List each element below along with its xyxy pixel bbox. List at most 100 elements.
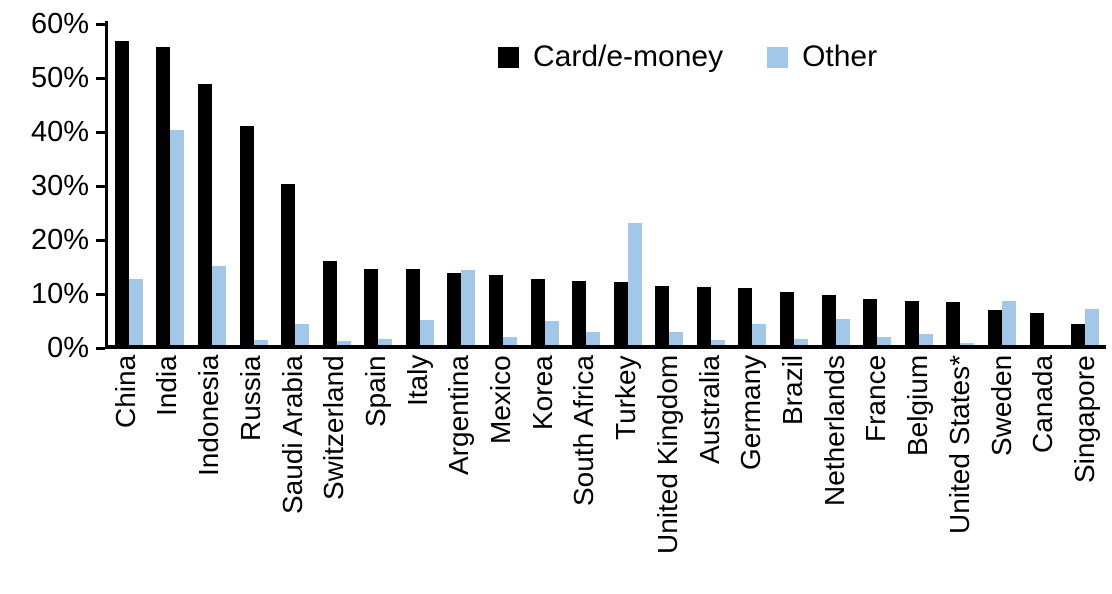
bar-other <box>378 339 393 345</box>
x-label: United Kingdom <box>647 355 689 592</box>
x-label: Belgium <box>897 355 939 592</box>
bar-card-e-money <box>1071 323 1086 345</box>
bar-group <box>191 21 233 345</box>
x-label: Australia <box>689 355 731 592</box>
bar-other <box>419 319 434 345</box>
bar-card-e-money <box>405 269 420 345</box>
bar-group <box>524 21 566 345</box>
x-label: Mexico <box>480 355 522 592</box>
y-tick-mark <box>96 23 105 26</box>
bar-card-e-money <box>322 261 337 345</box>
bar-group <box>399 21 441 345</box>
x-label: Brazil <box>772 355 814 592</box>
bar-group <box>274 21 316 345</box>
y-tick-mark <box>96 239 105 242</box>
bar-other <box>502 337 517 345</box>
x-label-text: Argentina <box>443 355 475 475</box>
y-tick-label: 10% <box>30 278 89 310</box>
bar-group <box>649 21 691 345</box>
bar-group <box>856 21 898 345</box>
bar-card-e-money <box>364 268 379 345</box>
bar-card-e-money <box>114 40 129 345</box>
bar-card-e-money <box>738 287 753 345</box>
bar-card-e-money <box>655 285 670 345</box>
bar-card-e-money <box>488 275 503 345</box>
x-label: Sweden <box>981 355 1023 592</box>
legend-label: Other <box>802 40 878 73</box>
legend-item: Other <box>767 42 877 72</box>
legend: Card/e-money Other <box>498 42 877 72</box>
bar-group <box>565 21 607 345</box>
bar-card-e-money <box>197 84 212 345</box>
bar-other <box>253 339 268 345</box>
x-label-text: Singapore <box>1068 355 1100 483</box>
bar-other <box>877 336 892 345</box>
y-tick-label: 20% <box>30 224 89 256</box>
bar-other <box>918 334 933 345</box>
x-label-text: Italy <box>401 355 433 407</box>
bar-group <box>898 21 940 345</box>
y-tick-mark <box>96 185 105 188</box>
x-label: Netherlands <box>814 355 856 592</box>
x-label: India <box>147 355 189 592</box>
x-label: Italy <box>397 355 439 592</box>
bar-card-e-money <box>572 281 587 345</box>
x-label-text: Sweden <box>985 355 1017 457</box>
plot-area <box>105 21 1106 349</box>
x-label-text: United Kingdom <box>651 355 683 555</box>
bar-card-e-money <box>696 286 711 345</box>
bar-other <box>1001 301 1016 345</box>
bar-other <box>336 340 351 345</box>
bar-other <box>960 343 975 345</box>
bar-group <box>1064 21 1106 345</box>
x-label: Switzerland <box>314 355 356 592</box>
x-label: Saudi Arabia <box>272 355 314 592</box>
bar-other <box>544 320 559 345</box>
bar-other <box>794 338 809 345</box>
bar-group <box>316 21 358 345</box>
x-label-text: Saudi Arabia <box>276 355 308 514</box>
bar-card-e-money <box>904 300 919 345</box>
bar-group <box>690 21 732 345</box>
x-label-text: Spain <box>359 355 391 427</box>
x-label: Russia <box>230 355 272 592</box>
bar-group <box>1023 21 1065 345</box>
x-label-text: Netherlands <box>818 355 850 506</box>
y-tick-mark <box>96 347 105 350</box>
bar-group <box>607 21 649 345</box>
legend-label: Card/e-money <box>533 40 724 73</box>
bar-card-e-money <box>281 184 296 345</box>
x-label: Turkey <box>605 355 647 592</box>
y-tick-label: 30% <box>30 170 89 202</box>
x-label-text: Russia <box>234 355 266 441</box>
bar-card-e-money <box>1029 313 1044 345</box>
x-label: Singapore <box>1064 355 1106 592</box>
y-tick-mark <box>96 131 105 134</box>
y-tick-label: 50% <box>30 62 89 94</box>
x-label: Germany <box>731 355 773 592</box>
bar-group <box>815 21 857 345</box>
x-label-text: Canada <box>1027 355 1059 454</box>
x-label: France <box>856 355 898 592</box>
x-axis-labels: China India Indonesia Russia Saudi Arabia Swi… <box>105 355 1106 592</box>
x-label-text: South Africa <box>568 355 600 506</box>
bar-other <box>627 222 642 345</box>
x-label-text: Brazil <box>777 355 808 426</box>
bar-other <box>1085 309 1100 345</box>
x-label-text: Germany <box>735 355 767 471</box>
y-tick-label: 0% <box>47 332 89 364</box>
x-label-text: Mexico <box>485 355 517 444</box>
bar-other <box>835 319 850 345</box>
bar-other <box>211 265 226 345</box>
x-label: China <box>105 355 147 592</box>
bar-group <box>357 21 399 345</box>
bar-other <box>586 332 601 345</box>
legend-swatch-card-e-money <box>498 46 519 68</box>
x-label-text: France <box>860 355 892 443</box>
x-label-text: United States* <box>943 355 975 534</box>
bar-group <box>981 21 1023 345</box>
x-label-text: Australia <box>693 355 725 464</box>
bar-group <box>441 21 483 345</box>
x-label: Canada <box>1022 355 1064 592</box>
